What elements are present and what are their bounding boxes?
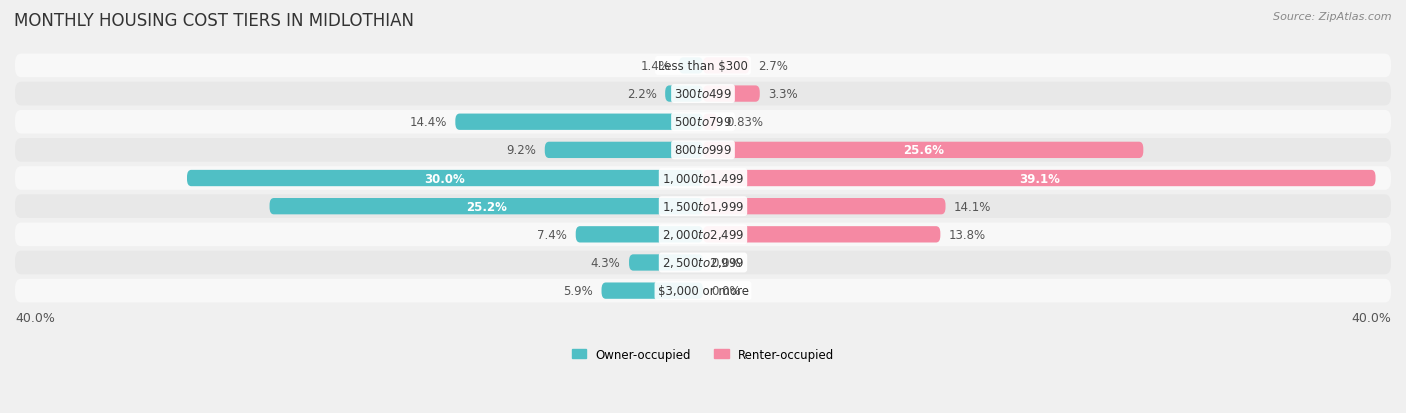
Text: 14.4%: 14.4% — [409, 116, 447, 129]
Text: 40.0%: 40.0% — [1351, 311, 1391, 324]
FancyBboxPatch shape — [679, 58, 703, 74]
FancyBboxPatch shape — [15, 167, 1391, 190]
Text: $1,000 to $1,499: $1,000 to $1,499 — [662, 172, 744, 185]
FancyBboxPatch shape — [270, 199, 703, 215]
Text: 25.6%: 25.6% — [903, 144, 943, 157]
FancyBboxPatch shape — [456, 114, 703, 131]
FancyBboxPatch shape — [703, 58, 749, 74]
Text: 1.4%: 1.4% — [641, 60, 671, 73]
FancyBboxPatch shape — [628, 255, 703, 271]
FancyBboxPatch shape — [703, 114, 717, 131]
FancyBboxPatch shape — [602, 283, 703, 299]
Text: $1,500 to $1,999: $1,500 to $1,999 — [662, 200, 744, 214]
FancyBboxPatch shape — [544, 142, 703, 159]
Text: 7.4%: 7.4% — [537, 228, 567, 241]
FancyBboxPatch shape — [15, 251, 1391, 275]
Text: 25.2%: 25.2% — [465, 200, 506, 213]
FancyBboxPatch shape — [575, 227, 703, 243]
Text: 4.3%: 4.3% — [591, 256, 620, 269]
FancyBboxPatch shape — [15, 55, 1391, 78]
Text: 9.2%: 9.2% — [506, 144, 536, 157]
FancyBboxPatch shape — [703, 199, 945, 215]
Text: 0.83%: 0.83% — [725, 116, 763, 129]
FancyBboxPatch shape — [665, 86, 703, 102]
Text: 39.1%: 39.1% — [1019, 172, 1060, 185]
Text: 40.0%: 40.0% — [15, 311, 55, 324]
FancyBboxPatch shape — [15, 111, 1391, 134]
Text: 2.7%: 2.7% — [758, 60, 787, 73]
FancyBboxPatch shape — [703, 227, 941, 243]
Text: $300 to $499: $300 to $499 — [673, 88, 733, 101]
Text: $3,000 or more: $3,000 or more — [658, 285, 748, 297]
FancyBboxPatch shape — [703, 171, 1375, 187]
Text: $800 to $999: $800 to $999 — [673, 144, 733, 157]
Text: $2,000 to $2,499: $2,000 to $2,499 — [662, 228, 744, 242]
FancyBboxPatch shape — [15, 139, 1391, 162]
Text: $2,500 to $2,999: $2,500 to $2,999 — [662, 256, 744, 270]
Text: Source: ZipAtlas.com: Source: ZipAtlas.com — [1274, 12, 1392, 22]
Text: 3.3%: 3.3% — [768, 88, 799, 101]
Legend: Owner-occupied, Renter-occupied: Owner-occupied, Renter-occupied — [572, 348, 834, 361]
Text: Less than $300: Less than $300 — [658, 60, 748, 73]
FancyBboxPatch shape — [187, 171, 703, 187]
Text: $500 to $799: $500 to $799 — [673, 116, 733, 129]
FancyBboxPatch shape — [703, 142, 1143, 159]
FancyBboxPatch shape — [703, 86, 759, 102]
FancyBboxPatch shape — [15, 279, 1391, 303]
FancyBboxPatch shape — [15, 223, 1391, 247]
Text: 30.0%: 30.0% — [425, 172, 465, 185]
Text: 5.9%: 5.9% — [564, 285, 593, 297]
Text: 13.8%: 13.8% — [949, 228, 986, 241]
Text: 0.0%: 0.0% — [711, 285, 741, 297]
Text: 2.2%: 2.2% — [627, 88, 657, 101]
FancyBboxPatch shape — [15, 83, 1391, 106]
Text: 0.0%: 0.0% — [711, 256, 741, 269]
Text: 14.1%: 14.1% — [955, 200, 991, 213]
Text: MONTHLY HOUSING COST TIERS IN MIDLOTHIAN: MONTHLY HOUSING COST TIERS IN MIDLOTHIAN — [14, 12, 413, 30]
FancyBboxPatch shape — [15, 195, 1391, 218]
